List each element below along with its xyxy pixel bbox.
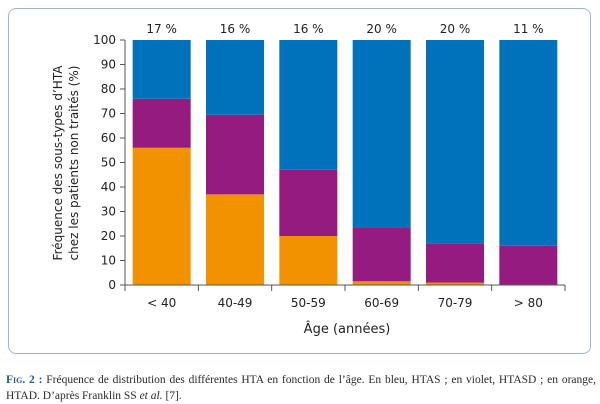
bars-layer <box>132 40 558 285</box>
bar-top-label: 20 % <box>440 22 471 36</box>
bar-segment-1-0 <box>206 194 264 285</box>
bar-top-label: 20 % <box>366 22 397 36</box>
bar-segment-1-1 <box>206 114 264 195</box>
y-tick-label: 40 <box>101 180 116 194</box>
x-tick-label: 70-79 <box>438 296 473 310</box>
bar-top-label: 11 % <box>513 22 544 36</box>
y-axis-label-line1: Fréquence des sous-types d’HTA <box>51 65 65 261</box>
caption-ref: [7]. <box>162 390 182 402</box>
bar-top-label: 16 % <box>220 22 251 36</box>
y-tick-label: 50 <box>101 156 116 170</box>
bar-segment-0-1 <box>132 98 191 148</box>
y-tick-label: 70 <box>101 107 116 121</box>
bar-segment-5-2 <box>499 40 558 246</box>
bar-top-label: 16 % <box>293 22 324 36</box>
x-tick-label: 50-59 <box>291 296 326 310</box>
caption-lead: Fig. 2 : <box>6 374 43 386</box>
bar-segment-3-0 <box>352 281 411 285</box>
x-tick-label: 40-49 <box>218 296 253 310</box>
y-tick-label: 10 <box>101 254 116 268</box>
bar-segment-2-0 <box>279 236 338 285</box>
bar-segment-1-2 <box>206 40 264 115</box>
bar-segment-0-0 <box>132 147 191 285</box>
axes-layer: 17 % < 40 16 % 40-49 16 % 50-59 20 % 60-69 20 % 7… <box>93 22 566 310</box>
y-tick-label: 30 <box>101 205 116 219</box>
stacked-bar-chart: 17 % < 40 16 % 40-49 16 % 50-59 20 % 60-69 20 % 7… <box>51 22 566 337</box>
bar-segment-3-2 <box>352 40 411 228</box>
x-tick-label: > 80 <box>514 296 543 310</box>
bar-segment-4-1 <box>426 243 484 283</box>
caption-etal: et al. <box>139 390 163 402</box>
bar-segment-5-1 <box>499 245 558 285</box>
y-tick-label: 100 <box>93 33 116 47</box>
bar-segment-4-0 <box>426 282 484 285</box>
y-axis-label-line2: chez les patients non traités (%) <box>67 66 81 261</box>
bar-segment-2-2 <box>279 40 338 170</box>
caption-text: Fréquence de distribution des différente… <box>6 374 596 402</box>
y-tick-label: 60 <box>101 131 116 145</box>
bar-segment-0-2 <box>132 40 191 99</box>
bar-segment-4-2 <box>426 40 484 244</box>
figure-caption: Fig. 2 : Fréquence de distribution des d… <box>6 372 596 404</box>
y-tick-label: 0 <box>108 278 116 292</box>
x-axis-label: Âge (années) <box>304 321 391 337</box>
y-tick-label: 20 <box>101 229 116 243</box>
bar-top-label: 17 % <box>146 22 177 36</box>
x-tick-label: 60-69 <box>364 296 399 310</box>
bar-segment-2-1 <box>279 169 338 236</box>
y-tick-label: 80 <box>101 82 116 96</box>
bar-segment-3-1 <box>352 227 411 282</box>
x-tick-label: < 40 <box>147 296 176 310</box>
y-tick-label: 90 <box>101 58 116 72</box>
